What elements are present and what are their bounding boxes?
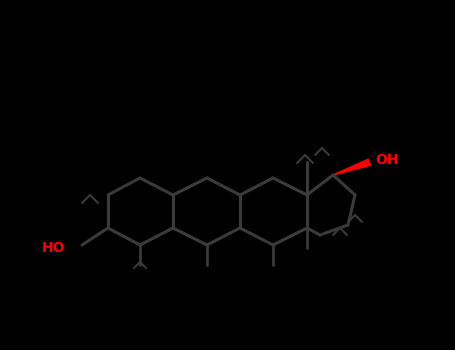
Text: OH: OH bbox=[375, 153, 399, 167]
Text: HO: HO bbox=[41, 241, 65, 255]
Polygon shape bbox=[333, 158, 371, 176]
